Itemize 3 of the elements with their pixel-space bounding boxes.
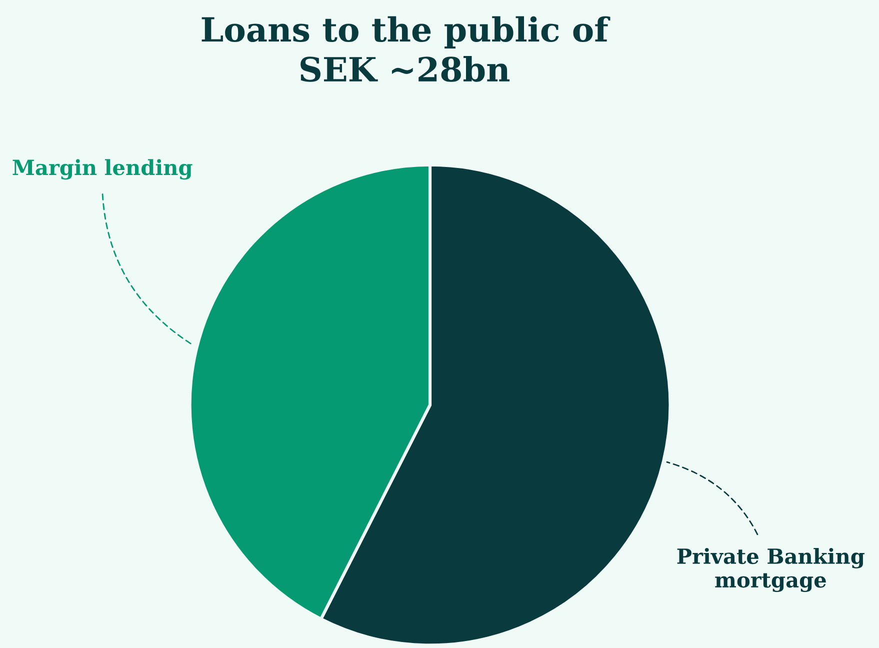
chart-title: Loans to the public of SEK ~28bn xyxy=(202,16,610,82)
slice-label: Private Banking mortgage xyxy=(677,548,864,592)
slice-label: Margin lending xyxy=(12,159,192,180)
